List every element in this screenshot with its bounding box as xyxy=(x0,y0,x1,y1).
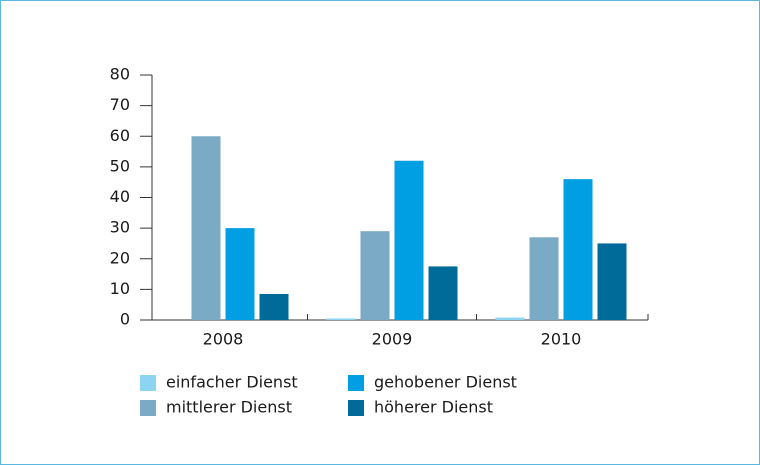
legend-swatch xyxy=(140,400,156,416)
y-tick-label: 10 xyxy=(110,279,130,298)
y-tick-label: 30 xyxy=(110,218,130,237)
bar xyxy=(360,231,390,320)
bar xyxy=(326,318,356,320)
bar xyxy=(563,179,593,320)
bar xyxy=(597,243,627,320)
y-tick-label: 20 xyxy=(110,248,130,267)
legend-label: gehobener Dienst xyxy=(374,373,517,392)
legend-swatch xyxy=(348,375,364,391)
bar xyxy=(225,228,255,320)
y-tick-label: 50 xyxy=(110,156,130,175)
bar xyxy=(191,136,221,320)
legend-label: einfacher Dienst xyxy=(166,373,298,392)
y-tick-label: 60 xyxy=(110,126,130,145)
legend-swatch xyxy=(140,375,156,391)
bar xyxy=(495,317,525,320)
legend-swatch xyxy=(348,400,364,416)
bar xyxy=(428,266,458,320)
y-tick-label: 70 xyxy=(110,95,130,114)
y-tick-label: 40 xyxy=(110,187,130,206)
y-tick-label: 0 xyxy=(120,310,130,329)
y-tick-label: 80 xyxy=(110,65,130,84)
legend-label: mittlerer Dienst xyxy=(166,398,292,417)
bar xyxy=(529,237,559,320)
x-tick-label: 2008 xyxy=(203,330,244,349)
bar xyxy=(259,293,289,320)
legend-label: höherer Dienst xyxy=(374,398,493,417)
x-tick-label: 2009 xyxy=(372,330,413,349)
bar xyxy=(394,160,424,320)
x-tick-label: 2010 xyxy=(541,330,582,349)
